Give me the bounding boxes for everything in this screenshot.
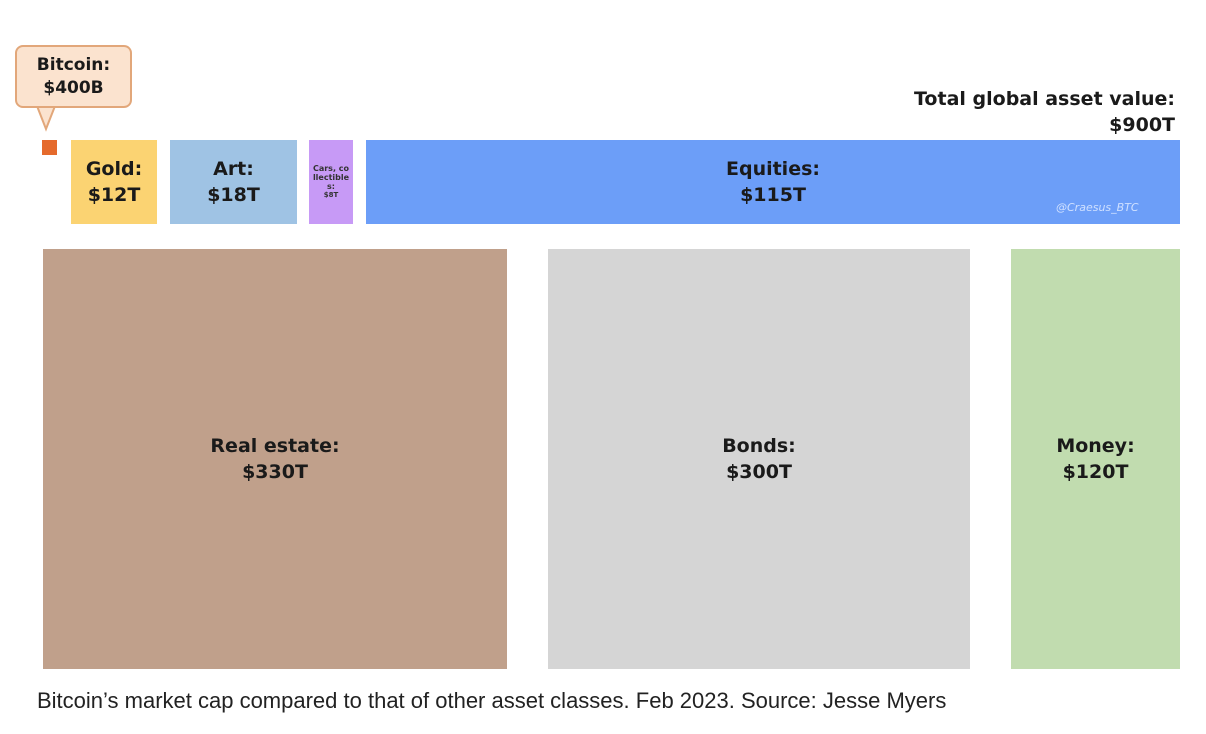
money-value: $120T [1062,461,1129,483]
gold-name: Gold: [85,158,143,180]
money-name: Money: [1056,435,1135,457]
money-block: Money: $120T [1011,249,1180,669]
art-block: Art: $18T [170,140,297,224]
gold-block: Gold: $12T [71,140,157,224]
cars-collectibles-block: Cars, collectibles: $8T [309,140,353,224]
equities-block: Equities: $115T [366,140,1180,224]
bonds-block: Bonds: $300T [548,249,970,669]
bonds-name: Bonds: [722,435,796,457]
equities-name: Equities: [725,158,820,180]
gold-value: $12T [87,184,141,206]
cars-collectibles-name: Cars, collectibles: [312,164,350,191]
bitcoin-block [42,140,57,155]
cars-collectibles-value: $8T [323,191,339,199]
art-value: $18T [207,184,260,206]
caption: Bitcoin’s market cap compared to that of… [37,688,947,713]
real-estate-name: Real estate: [210,435,340,457]
total-label: Total global asset value: $900T [914,86,1175,138]
equities-value: $115T [740,184,806,206]
watermark: @Craesus_BTC [1056,201,1139,214]
bitcoin-callout: Bitcoin: $400B [15,45,132,108]
bitcoin-name: Bitcoin: [36,54,111,75]
real-estate-value: $330T [242,461,308,483]
total-value: $900T [1109,114,1175,136]
total-label-text: Total global asset value: [914,88,1175,110]
bitcoin-value: $400B [43,77,104,98]
art-name: Art: [213,158,254,180]
bonds-value: $300T [726,461,792,483]
real-estate-block: Real estate: $330T [43,249,507,669]
